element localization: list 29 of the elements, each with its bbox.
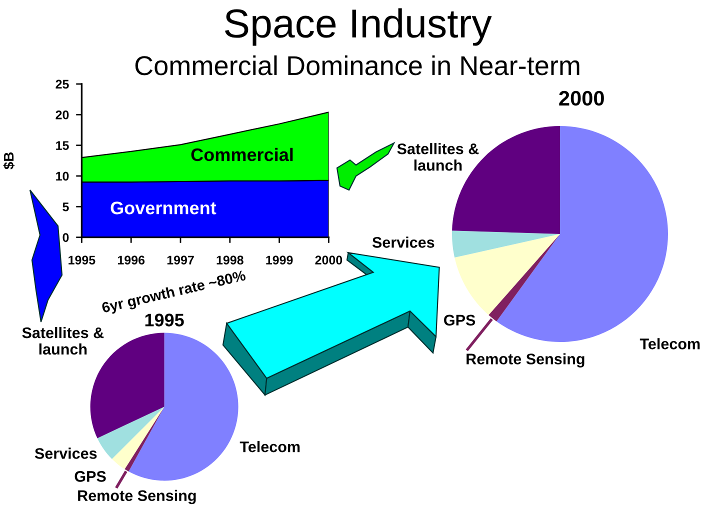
chart-title: 2000 — [559, 90, 604, 106]
slice-label: Satellites & launch — [397, 143, 479, 171]
x-tick-label: 1995 — [68, 256, 96, 265]
chart-title: 1995 — [145, 314, 184, 326]
series-label: Government — [110, 202, 216, 214]
slice-label: Services — [372, 236, 434, 248]
chart-title: Space Industry — [225, 8, 492, 46]
y-axis-title: $B — [3, 152, 15, 170]
y-tick-label: 0 — [62, 233, 69, 242]
y-tick-label: 15 — [56, 141, 69, 150]
x-tick-label: 1996 — [118, 256, 145, 265]
slice-label: Telecom — [640, 338, 700, 350]
y-tick-label: 20 — [56, 110, 69, 120]
x-tick-label: 1999 — [266, 256, 293, 265]
slice-label: GPS — [74, 471, 106, 482]
chart-subtitle: Commercial Dominance in Near-term — [135, 55, 580, 76]
y-tick-label: 10 — [56, 172, 69, 181]
y-tick-label: 5 — [62, 202, 69, 212]
y-tick-label: 25 — [56, 80, 69, 89]
series-label: Commercial — [191, 148, 293, 162]
x-tick-label: 1997 — [167, 256, 194, 265]
slice-label: Satellites & launch — [22, 326, 104, 355]
slice-label: Remote Sensing — [78, 490, 196, 504]
x-tick-label: 2000 — [315, 256, 342, 265]
slice-label: Telecom — [240, 441, 300, 452]
slice-label: Services — [34, 448, 97, 459]
x-tick-label: 1998 — [216, 256, 244, 265]
slice-label: GPS — [444, 314, 476, 326]
slice-label: Remote Sensing — [466, 353, 584, 368]
